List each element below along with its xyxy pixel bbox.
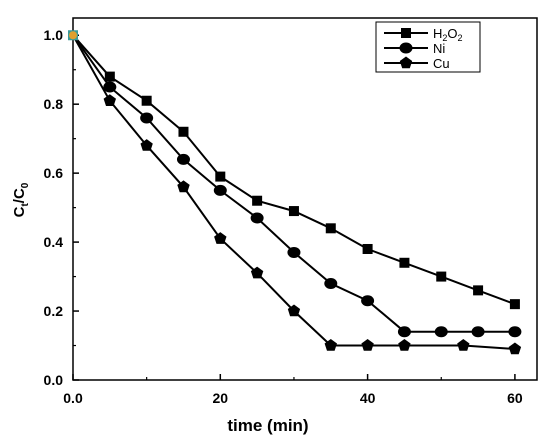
x-axis-label: time (min) [227, 416, 308, 435]
y-tick-label: 0.0 [44, 372, 64, 388]
legend-label-ni: Ni [433, 41, 445, 56]
y-tick-label: 0.8 [44, 96, 64, 112]
y-axis-label-sub-t: t [20, 203, 31, 207]
y-axis-label-sub-0: 0 [20, 182, 31, 188]
legend-h2o2-mid: O [447, 26, 457, 41]
data-point-cu [508, 342, 522, 355]
series-line-cu [72, 34, 515, 350]
data-point-h2o2 [473, 285, 484, 296]
start-point-layer [68, 30, 78, 41]
data-point-ni [397, 326, 411, 338]
data-point-h2o2 [178, 126, 189, 137]
series-line-ni [72, 34, 515, 333]
data-point-h2o2 [215, 171, 226, 182]
legend-label-h2o2: H2O2 [433, 26, 463, 43]
legend-h2o2-sub2: 2 [458, 33, 463, 43]
data-point-h2o2 [509, 299, 520, 310]
data-point-ni [508, 326, 522, 338]
data-point-ni [434, 326, 448, 338]
data-point-ni [176, 153, 190, 165]
legend-marker-ni [399, 42, 413, 54]
legend-h2o2-main: H [433, 26, 442, 41]
series-line-h2o2 [72, 34, 516, 306]
data-point-cu [103, 94, 116, 106]
y-tick-label: 0.4 [44, 234, 64, 250]
data-point-h2o2 [399, 257, 410, 268]
data-point-cu [140, 139, 153, 151]
legend-label-cu: Cu [433, 56, 450, 71]
x-tick-label: 40 [360, 390, 376, 406]
start-point-center [69, 31, 77, 40]
data-point-h2o2 [325, 223, 336, 234]
data-point-ni [140, 112, 154, 124]
y-tick-label: 1.0 [44, 27, 64, 43]
data-point-h2o2 [252, 195, 263, 206]
data-point-cu [457, 339, 470, 351]
data-point-cu [177, 180, 190, 193]
data-point-h2o2 [141, 95, 152, 106]
data-point-h2o2 [436, 271, 447, 282]
y-axis-label-main: C [11, 206, 28, 217]
x-tick-label: 60 [507, 390, 523, 406]
data-point-cu [324, 339, 337, 351]
series-layer [72, 34, 522, 355]
data-point-ni [213, 184, 227, 196]
data-point-cu [361, 339, 374, 351]
y-tick-label: 0.2 [44, 303, 64, 319]
data-point-cu [287, 304, 301, 317]
data-point-ni [250, 212, 264, 224]
x-tick-label: 0.0 [63, 390, 83, 406]
data-point-cu [398, 339, 411, 351]
y-axis-label-mid: /C [11, 188, 28, 203]
x-tick-label: 20 [213, 390, 229, 406]
data-point-cu [250, 266, 264, 279]
plot-frame [72, 17, 538, 381]
y-tick-label: 0.6 [44, 165, 64, 181]
legend-entries [384, 28, 428, 69]
legend: H2O2 Ni Cu [375, 21, 481, 73]
ticks-layer: 0.0 20 40 60 0.0 0.2 0.4 0.6 0.8 1.0 [44, 27, 523, 406]
y-axis-label: Ct/C0 [11, 182, 31, 217]
data-point-ni [103, 81, 117, 93]
legend-h2o2-sub1: 2 [442, 33, 447, 43]
legend-marker-cu [399, 56, 413, 69]
data-point-h2o2 [288, 206, 299, 217]
data-point-h2o2 [362, 243, 373, 254]
data-point-ni [471, 326, 485, 338]
data-point-cu [214, 232, 227, 244]
legend-marker-h2o2 [401, 28, 411, 38]
data-point-ni [361, 295, 375, 307]
data-point-ni [324, 277, 338, 289]
data-point-ni [287, 246, 301, 258]
data-point-h2o2 [104, 71, 115, 82]
